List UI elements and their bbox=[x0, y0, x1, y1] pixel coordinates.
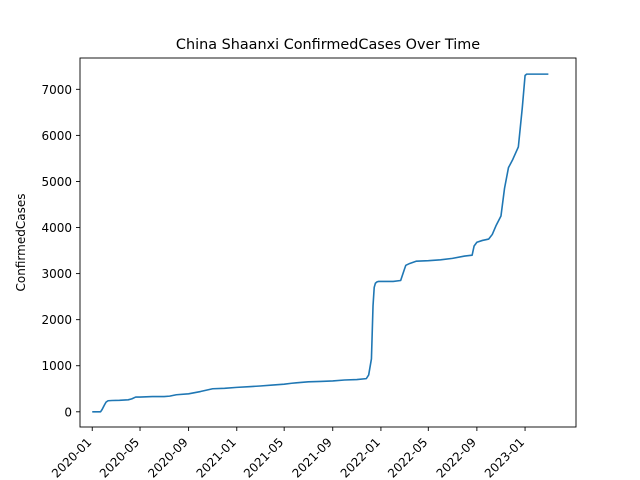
x-tick-label: 2022-01 bbox=[338, 435, 383, 480]
x-tick-label: 2022-09 bbox=[434, 435, 479, 480]
y-tick-label: 3000 bbox=[41, 267, 72, 281]
x-tick-label: 2020-01 bbox=[49, 435, 94, 480]
plot-area-frame bbox=[79, 57, 577, 428]
x-tick-label: 2023-01 bbox=[482, 435, 527, 480]
x-tick-label: 2021-09 bbox=[290, 435, 335, 480]
y-tick-label: 2000 bbox=[41, 313, 72, 327]
x-tick-label: 2021-05 bbox=[241, 435, 286, 480]
y-tick-label: 4000 bbox=[41, 221, 72, 235]
y-tick-label: 5000 bbox=[41, 175, 72, 189]
y-tick-label: 7000 bbox=[41, 83, 72, 97]
x-axis: 2020-01 2020-05 2020-09 2021-01 2021-05 2021-… bbox=[49, 427, 527, 480]
x-tick-label: 2021-01 bbox=[194, 435, 239, 480]
chart-title: China Shaanxi ConfirmedCases Over Time bbox=[176, 37, 480, 53]
y-axis: 0 1000 2000 3000 4000 5000 6000 7000 bbox=[41, 83, 80, 419]
y-tick-label: 1000 bbox=[41, 359, 72, 373]
y-tick-label: 6000 bbox=[41, 129, 72, 143]
x-tick-label: 2020-09 bbox=[145, 435, 190, 480]
series-line-confirmed-cases bbox=[92, 73, 549, 413]
x-tick-label: 2022-05 bbox=[385, 435, 430, 480]
y-axis-label: ConfirmedCases bbox=[14, 194, 28, 292]
y-tick-label: 0 bbox=[64, 405, 72, 419]
x-tick-label: 2020-05 bbox=[97, 435, 142, 480]
